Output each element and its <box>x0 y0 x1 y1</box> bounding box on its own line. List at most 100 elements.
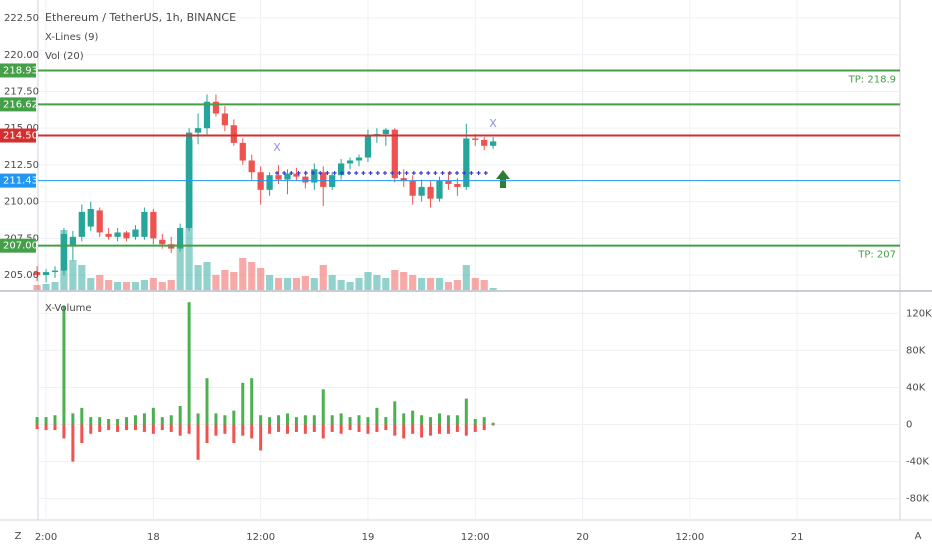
xvolume-bar <box>151 407 155 425</box>
volume-bar <box>283 278 292 290</box>
volume-bar <box>96 275 104 290</box>
cross <box>375 171 380 175</box>
cross <box>368 171 373 175</box>
candle-body <box>203 101 211 129</box>
volume-bar <box>364 272 372 290</box>
x-tick-label: 12:00 <box>246 532 275 543</box>
xvolume-bar <box>187 424 191 434</box>
cross <box>390 171 395 175</box>
volume-bar <box>400 272 408 290</box>
candle-body <box>33 272 41 276</box>
xvolume-bar <box>187 302 191 425</box>
indicator-label: Vol (20) <box>45 51 84 62</box>
xvolume-bar <box>303 415 307 425</box>
cross <box>419 171 423 175</box>
tp-label: TP: 207 <box>857 250 896 261</box>
volume-bar <box>105 280 113 290</box>
candle-body <box>355 157 363 161</box>
marker: X <box>489 117 497 130</box>
xvolume-bar <box>268 424 272 434</box>
volume-bar <box>33 285 41 290</box>
xvolume-bar <box>53 415 57 425</box>
candle-body <box>320 172 327 187</box>
y-tick-label: 205.00 <box>4 270 39 281</box>
xvolume-bar <box>196 413 200 425</box>
cross <box>383 171 387 175</box>
xvolume-bar <box>455 415 459 425</box>
xvolume-bar <box>62 305 66 425</box>
lower-pane-title: X-Volume <box>45 303 92 314</box>
price-label: 216.62 <box>3 99 38 110</box>
candle-body <box>400 178 407 182</box>
marks <box>33 94 497 462</box>
y-tick-label: 220.00 <box>4 50 39 61</box>
x-tick-label: 12:00 <box>675 532 704 543</box>
cross <box>332 171 337 175</box>
xvolume-bar <box>491 424 495 426</box>
xvolume-bar <box>241 424 245 436</box>
xvolume-bar <box>205 424 209 444</box>
candle-body <box>194 128 202 133</box>
candle-body <box>114 232 121 237</box>
price-label: 207.00 <box>3 241 38 252</box>
xvolume-bar <box>116 424 120 432</box>
candle-body <box>69 236 77 246</box>
cross <box>318 171 323 175</box>
xvolume-bar <box>473 424 477 432</box>
xvolume-bar <box>294 417 298 425</box>
x-tick-label: 21 <box>791 532 804 543</box>
cross <box>361 171 366 175</box>
xvolume-bar <box>232 424 236 444</box>
xvolume-bar <box>160 424 164 431</box>
xvolume-bar <box>223 415 227 425</box>
button[interactable]: Z <box>15 531 22 542</box>
xvolume-bar <box>98 424 102 432</box>
xvolume-bar <box>464 424 468 436</box>
candle-body <box>364 135 372 158</box>
volume-bar <box>212 275 220 290</box>
xvolume-bar <box>151 424 155 434</box>
x-tick-label: 20 <box>576 532 589 543</box>
xvolume-bar <box>250 424 254 439</box>
xvolume-bar <box>62 424 66 439</box>
xvolume-bar <box>44 424 48 431</box>
button[interactable]: A <box>915 531 922 542</box>
xvolume-bar <box>366 424 370 434</box>
cross <box>426 171 431 175</box>
candle-body <box>490 141 497 146</box>
price-label-box <box>0 97 36 112</box>
chart-title: Ethereum / TetherUS, 1h, BINANCE <box>45 11 236 24</box>
volume-bar <box>337 280 345 290</box>
xvolume-bar <box>429 424 433 436</box>
xvolume-bar <box>402 413 406 425</box>
x-lines-crosses <box>275 171 488 175</box>
candle-body <box>159 239 166 245</box>
volume-bar <box>328 275 336 290</box>
xvolume-bar <box>357 424 361 432</box>
volume-bar <box>230 272 238 290</box>
xvolume-bar <box>446 424 450 434</box>
xvolume-bar <box>250 378 254 425</box>
candle-body <box>239 142 246 161</box>
candle-body <box>150 211 157 239</box>
volume-bar <box>221 270 229 290</box>
candle-body <box>293 173 300 177</box>
candle-body <box>248 160 255 173</box>
candle-body <box>221 113 229 126</box>
xvolume-bar <box>125 417 129 425</box>
y-tick-label: 80K <box>906 345 926 356</box>
volume-bar <box>444 282 453 290</box>
volume-bar <box>78 265 86 290</box>
xvolume-bar <box>473 418 477 425</box>
xvolume-bar <box>312 424 316 432</box>
y-tick-label: 210.00 <box>4 197 39 208</box>
xvolume-bar <box>482 417 486 425</box>
xvolume-bar <box>80 424 84 444</box>
volume-bar <box>391 270 399 290</box>
candle-body <box>311 169 318 183</box>
xvolume-bar <box>455 424 459 432</box>
xvolume-bar <box>375 424 379 432</box>
candle-body <box>51 270 59 273</box>
volume-bar <box>69 260 77 290</box>
candle-body <box>141 211 148 237</box>
